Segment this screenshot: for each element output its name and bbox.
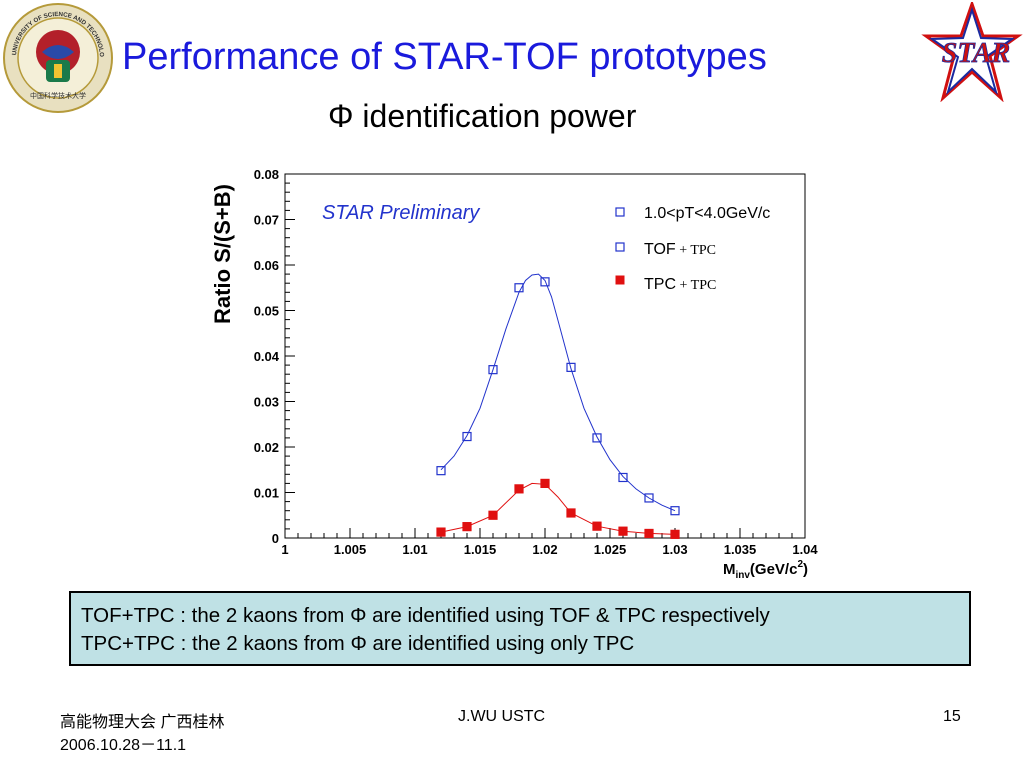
data-point-tpc-tpc (488, 510, 498, 520)
data-point-tpc-tpc (670, 529, 680, 539)
data-point-tof-tpc (488, 365, 498, 375)
data-point-tpc-tpc (540, 478, 550, 488)
y-tick-label: 0.01 (254, 486, 279, 501)
data-point-tpc-tpc (644, 528, 654, 539)
footer-author: J.WU USTC (458, 708, 546, 725)
data-point-tof-tpc (540, 277, 550, 287)
star-preliminary-annotation: STAR Preliminary (322, 202, 480, 224)
x-tick-label: 1.015 (464, 542, 497, 557)
data-point-tpc-tpc (566, 508, 576, 518)
footer-date: 2006.10.28－11.1 (60, 737, 187, 754)
university-seal-logo: UNIVERSITY OF SCIENCE AND TECHNOLOGY OF … (2, 2, 113, 113)
seal-cn-text: 中国科学技术大学 (30, 91, 86, 100)
data-point-tof-tpc (514, 283, 524, 293)
data-point-tpc-tpc (514, 484, 524, 494)
data-point-tof-tpc (462, 431, 472, 442)
data-point-tpc-tpc (462, 522, 472, 532)
data-point-tof-tpc (566, 362, 576, 372)
y-tick-label: 0.04 (254, 349, 280, 364)
star-logo-text: STAR (942, 38, 1010, 69)
x-tick-label: 1.035 (724, 542, 757, 557)
legend-marker-tpc-tpc (615, 275, 625, 285)
data-point-tof-tpc (592, 433, 602, 443)
y-tick-label: 0.02 (254, 440, 279, 455)
data-point-tof-tpc (436, 466, 446, 476)
x-tick-label: 1.04 (792, 542, 818, 557)
data-point-tof-tpc (670, 506, 680, 516)
legend-header: 1.0<pT<4.0GeV/c (644, 205, 770, 222)
x-tick-label: 1.005 (334, 542, 367, 557)
legend-entry-tof-tpc: TOF + TPC (644, 241, 716, 258)
fit-curve-tof-tpc (440, 273, 676, 512)
x-tick-label: 1.03 (662, 542, 687, 557)
x-axis-label: Minv(GeV/c2) (723, 559, 808, 581)
x-tick-label: 1.02 (532, 542, 557, 557)
notes-box: TOF+TPC : the 2 kaons from Φ are identif… (69, 591, 971, 666)
y-tick-label: 0.03 (254, 395, 279, 410)
data-point-tpc-tpc (618, 526, 628, 536)
y-tick-label: 0 (272, 531, 279, 546)
data-point-tpc-tpc (592, 521, 602, 531)
data-point-tof-tpc (618, 472, 628, 483)
y-axis-label: Ratio S/(S+B) (210, 184, 235, 324)
y-tick-label: 0.08 (254, 167, 279, 182)
legend-entry-tpc-tpc: TPC + TPC (644, 276, 716, 293)
data-point-tpc-tpc (436, 527, 446, 537)
x-tick-label: 1.01 (402, 542, 427, 557)
note-line-tpc-tpc: TPC+TPC : the 2 kaons from Φ are identif… (81, 632, 635, 655)
legend: 1.0<pT<4.0GeV/c TOF + TPC TPC + TPC (615, 205, 770, 293)
y-tick-label: 0.06 (254, 258, 279, 273)
slide-subtitle: Φ identification power (328, 98, 637, 134)
note-line-tof-tpc: TOF+TPC : the 2 kaons from Φ are identif… (81, 604, 770, 627)
data-point-tof-tpc (644, 493, 654, 503)
x-tick-label: 1 (281, 542, 288, 557)
legend-header-marker (615, 207, 625, 217)
footer-page-number: 15 (943, 708, 961, 725)
y-tick-label: 0.07 (254, 213, 279, 228)
y-tick-label: 0.05 (254, 304, 279, 319)
star-experiment-logo: STAR (921, 2, 1023, 102)
legend-marker-tof-tpc (615, 242, 625, 252)
phi-signal-ratio-chart: 1 1.005 1.01 1.015 1.02 1.025 1.03 1.035 1.04 0 0… (210, 167, 818, 581)
slide-title: Performance of STAR-TOF prototypes (122, 36, 767, 78)
footer-conference: 高能物理大会 广西桂林 (60, 714, 225, 731)
x-tick-label: 1.025 (594, 542, 627, 557)
